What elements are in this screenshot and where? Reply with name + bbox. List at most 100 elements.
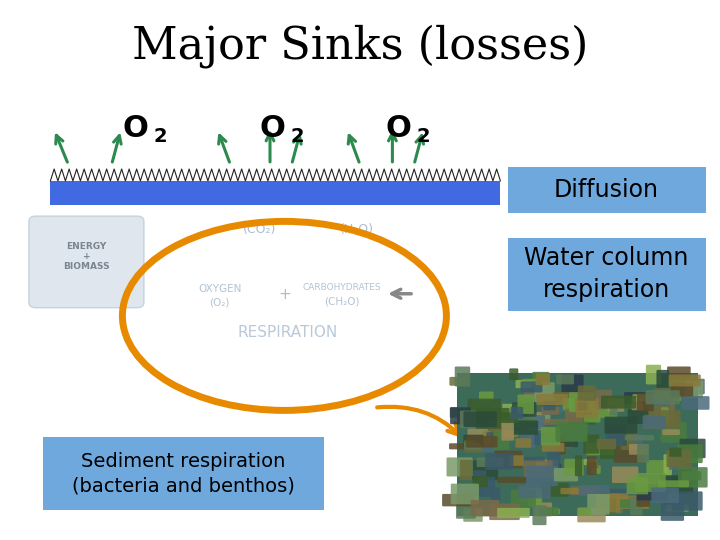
FancyBboxPatch shape xyxy=(543,419,568,425)
Text: 2: 2 xyxy=(153,127,167,146)
FancyBboxPatch shape xyxy=(536,394,568,405)
FancyBboxPatch shape xyxy=(642,416,666,429)
FancyBboxPatch shape xyxy=(475,408,510,429)
FancyBboxPatch shape xyxy=(565,440,573,448)
FancyBboxPatch shape xyxy=(658,480,689,487)
FancyBboxPatch shape xyxy=(527,412,542,430)
FancyBboxPatch shape xyxy=(449,377,468,386)
FancyBboxPatch shape xyxy=(583,435,599,454)
FancyBboxPatch shape xyxy=(645,488,657,496)
FancyBboxPatch shape xyxy=(654,410,680,428)
FancyBboxPatch shape xyxy=(489,503,520,520)
FancyBboxPatch shape xyxy=(657,370,669,388)
FancyBboxPatch shape xyxy=(571,486,599,495)
FancyBboxPatch shape xyxy=(605,416,637,434)
FancyBboxPatch shape xyxy=(588,494,610,515)
FancyBboxPatch shape xyxy=(673,387,684,397)
Text: (O₂): (O₂) xyxy=(210,298,230,307)
FancyBboxPatch shape xyxy=(542,443,564,451)
FancyBboxPatch shape xyxy=(600,442,616,459)
FancyBboxPatch shape xyxy=(525,466,558,486)
FancyBboxPatch shape xyxy=(649,406,670,417)
FancyBboxPatch shape xyxy=(666,505,689,512)
FancyBboxPatch shape xyxy=(678,469,692,479)
FancyBboxPatch shape xyxy=(535,503,552,516)
FancyBboxPatch shape xyxy=(513,421,538,435)
FancyBboxPatch shape xyxy=(672,491,703,511)
FancyBboxPatch shape xyxy=(659,397,675,418)
FancyBboxPatch shape xyxy=(516,438,531,448)
FancyBboxPatch shape xyxy=(632,394,648,402)
FancyBboxPatch shape xyxy=(456,501,476,519)
FancyBboxPatch shape xyxy=(628,409,649,424)
FancyBboxPatch shape xyxy=(621,433,639,450)
FancyBboxPatch shape xyxy=(536,460,558,475)
FancyBboxPatch shape xyxy=(519,488,541,502)
FancyBboxPatch shape xyxy=(669,375,701,387)
FancyBboxPatch shape xyxy=(43,437,324,510)
FancyBboxPatch shape xyxy=(575,390,590,411)
FancyBboxPatch shape xyxy=(562,398,589,410)
FancyBboxPatch shape xyxy=(630,497,643,515)
FancyBboxPatch shape xyxy=(678,444,703,463)
FancyBboxPatch shape xyxy=(626,477,648,494)
FancyBboxPatch shape xyxy=(596,494,620,512)
FancyBboxPatch shape xyxy=(617,495,649,509)
Text: Sediment respiration
(bacteria and benthos): Sediment respiration (bacteria and benth… xyxy=(72,452,295,496)
FancyBboxPatch shape xyxy=(554,468,578,481)
FancyBboxPatch shape xyxy=(569,393,595,412)
FancyBboxPatch shape xyxy=(530,415,550,422)
FancyBboxPatch shape xyxy=(487,421,504,439)
FancyBboxPatch shape xyxy=(464,435,484,447)
FancyBboxPatch shape xyxy=(637,444,649,463)
FancyBboxPatch shape xyxy=(494,404,520,422)
FancyBboxPatch shape xyxy=(553,392,580,397)
FancyBboxPatch shape xyxy=(464,441,477,446)
FancyBboxPatch shape xyxy=(541,427,560,446)
Text: (CO₂): (CO₂) xyxy=(243,223,276,236)
FancyBboxPatch shape xyxy=(586,443,614,455)
FancyBboxPatch shape xyxy=(634,435,643,450)
Text: (H₂O): (H₂O) xyxy=(339,223,374,236)
FancyBboxPatch shape xyxy=(518,395,534,414)
FancyBboxPatch shape xyxy=(612,467,639,483)
Text: 2: 2 xyxy=(290,127,304,146)
FancyBboxPatch shape xyxy=(539,507,559,516)
FancyBboxPatch shape xyxy=(565,409,584,423)
FancyBboxPatch shape xyxy=(50,181,500,205)
FancyBboxPatch shape xyxy=(509,368,518,380)
FancyBboxPatch shape xyxy=(672,477,698,484)
FancyBboxPatch shape xyxy=(464,411,497,427)
FancyBboxPatch shape xyxy=(577,508,606,522)
FancyBboxPatch shape xyxy=(524,461,553,477)
FancyBboxPatch shape xyxy=(478,477,495,497)
FancyBboxPatch shape xyxy=(471,500,499,516)
FancyBboxPatch shape xyxy=(450,407,472,418)
FancyBboxPatch shape xyxy=(495,413,518,423)
Text: O: O xyxy=(259,114,285,143)
FancyBboxPatch shape xyxy=(644,415,677,429)
FancyBboxPatch shape xyxy=(473,400,503,409)
FancyBboxPatch shape xyxy=(523,392,546,398)
FancyBboxPatch shape xyxy=(584,415,600,422)
FancyBboxPatch shape xyxy=(462,414,487,423)
FancyBboxPatch shape xyxy=(576,399,598,417)
FancyBboxPatch shape xyxy=(578,508,591,516)
FancyBboxPatch shape xyxy=(660,475,693,494)
FancyBboxPatch shape xyxy=(606,425,626,446)
FancyBboxPatch shape xyxy=(646,364,661,384)
FancyBboxPatch shape xyxy=(638,481,662,491)
FancyBboxPatch shape xyxy=(464,443,482,453)
FancyBboxPatch shape xyxy=(655,418,673,427)
FancyBboxPatch shape xyxy=(493,430,515,437)
Text: (CH₂O): (CH₂O) xyxy=(324,296,360,306)
FancyBboxPatch shape xyxy=(473,470,487,476)
FancyBboxPatch shape xyxy=(667,367,690,380)
FancyBboxPatch shape xyxy=(29,216,144,308)
FancyBboxPatch shape xyxy=(455,367,470,387)
FancyBboxPatch shape xyxy=(635,473,666,492)
Text: CARBOHYDRATES: CARBOHYDRATES xyxy=(302,283,382,292)
FancyBboxPatch shape xyxy=(467,399,501,419)
FancyBboxPatch shape xyxy=(608,399,624,411)
FancyBboxPatch shape xyxy=(540,483,569,497)
